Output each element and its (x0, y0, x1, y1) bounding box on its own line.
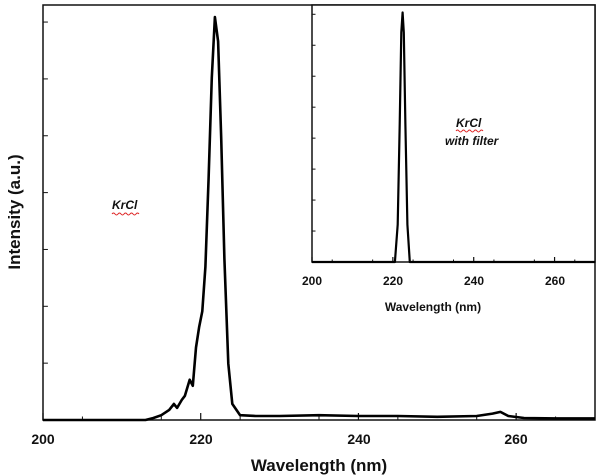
main-x-axis-title: Wavelength (nm) (251, 456, 387, 475)
main-annotation-label: KrCl (112, 198, 138, 212)
main-x-tick-label: 260 (504, 431, 528, 447)
inset-spectrum-line (312, 11, 595, 264)
inset-x-tick-label: 240 (464, 274, 484, 288)
inset-x-axis-title: Wavelength (nm) (385, 300, 481, 314)
inset-x-tick-label: 260 (545, 274, 565, 288)
main-y-axis-title: Intensity (a.u.) (5, 154, 24, 269)
inset-annotation-line-2: with filter (445, 134, 500, 148)
inset-x-tick-label: 220 (383, 274, 403, 288)
inset-tick-labels: 200 220 240 260 (302, 274, 565, 288)
inset-x-tick-label: 200 (302, 274, 322, 288)
main-x-tick-label: 220 (189, 431, 213, 447)
inset-background (312, 5, 595, 262)
main-annotation-squiggle (111, 212, 140, 216)
inset-plot: 200 220 240 260 Wavelength (nm) KrCl wit… (302, 4, 596, 314)
inset-ticks (311, 13, 576, 262)
inset-annotation-squiggle (455, 129, 484, 133)
inset-annotation-line-1: KrCl (456, 116, 482, 130)
main-plot: 200 220 240 260 Wavelength (nm) Intensit… (5, 4, 596, 475)
main-tick-labels: 200 220 240 260 (31, 431, 528, 447)
main-x-tick-label: 200 (31, 431, 55, 447)
main-spectrum-line (43, 15, 595, 422)
main-x-tick-label: 240 (347, 431, 371, 447)
